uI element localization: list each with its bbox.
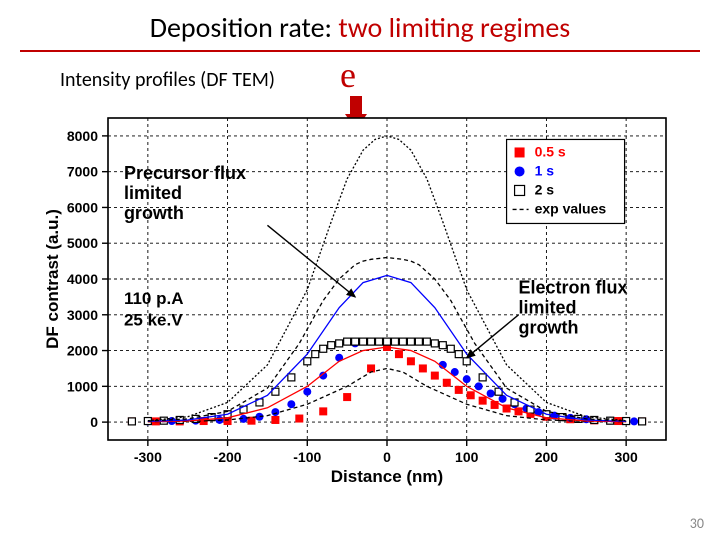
svg-text:growth: growth bbox=[519, 317, 579, 337]
svg-text:4000: 4000 bbox=[67, 271, 98, 287]
svg-text:-100: -100 bbox=[293, 449, 321, 465]
svg-text:0.5 s: 0.5 s bbox=[535, 143, 566, 159]
svg-text:0: 0 bbox=[383, 449, 391, 465]
svg-text:Electron flux: Electron flux bbox=[519, 277, 628, 297]
svg-text:2 s: 2 s bbox=[535, 181, 555, 197]
svg-text:8000: 8000 bbox=[67, 128, 98, 144]
svg-text:2000: 2000 bbox=[67, 343, 98, 359]
svg-text:-200: -200 bbox=[214, 449, 242, 465]
svg-text:limited: limited bbox=[124, 183, 182, 203]
svg-text:Distance (nm): Distance (nm) bbox=[331, 467, 443, 486]
svg-text:1 s: 1 s bbox=[535, 162, 555, 178]
title-part2: two limiting regimes bbox=[338, 10, 570, 45]
svg-text:DF contrast (a.u.): DF contrast (a.u.) bbox=[43, 209, 62, 349]
svg-text:100: 100 bbox=[455, 449, 479, 465]
svg-text:200: 200 bbox=[535, 449, 559, 465]
svg-text:-300: -300 bbox=[134, 449, 162, 465]
electron-label: e bbox=[340, 54, 356, 96]
svg-text:110 p.A: 110 p.A bbox=[124, 289, 184, 308]
svg-text:0: 0 bbox=[90, 414, 98, 430]
svg-text:300: 300 bbox=[614, 449, 638, 465]
page-number: 30 bbox=[690, 515, 704, 532]
subtitle: Intensity profiles (DF TEM) bbox=[60, 68, 275, 92]
svg-text:6000: 6000 bbox=[67, 199, 98, 215]
chart: -300-200-1000100200300010002000300040005… bbox=[40, 108, 680, 488]
svg-text:5000: 5000 bbox=[67, 235, 98, 251]
svg-text:1000: 1000 bbox=[67, 378, 98, 394]
svg-text:limited: limited bbox=[519, 297, 577, 317]
svg-text:25 ke.V: 25 ke.V bbox=[124, 311, 183, 330]
svg-text:7000: 7000 bbox=[67, 164, 98, 180]
svg-text:exp values: exp values bbox=[535, 200, 607, 216]
title-part1: Deposition rate: bbox=[150, 10, 339, 45]
title-underline bbox=[20, 50, 700, 52]
svg-text:3000: 3000 bbox=[67, 307, 98, 323]
svg-text:Precursor flux: Precursor flux bbox=[124, 163, 246, 183]
svg-text:growth: growth bbox=[124, 203, 184, 223]
slide-title: Deposition rate: two limiting regimes bbox=[0, 10, 720, 45]
